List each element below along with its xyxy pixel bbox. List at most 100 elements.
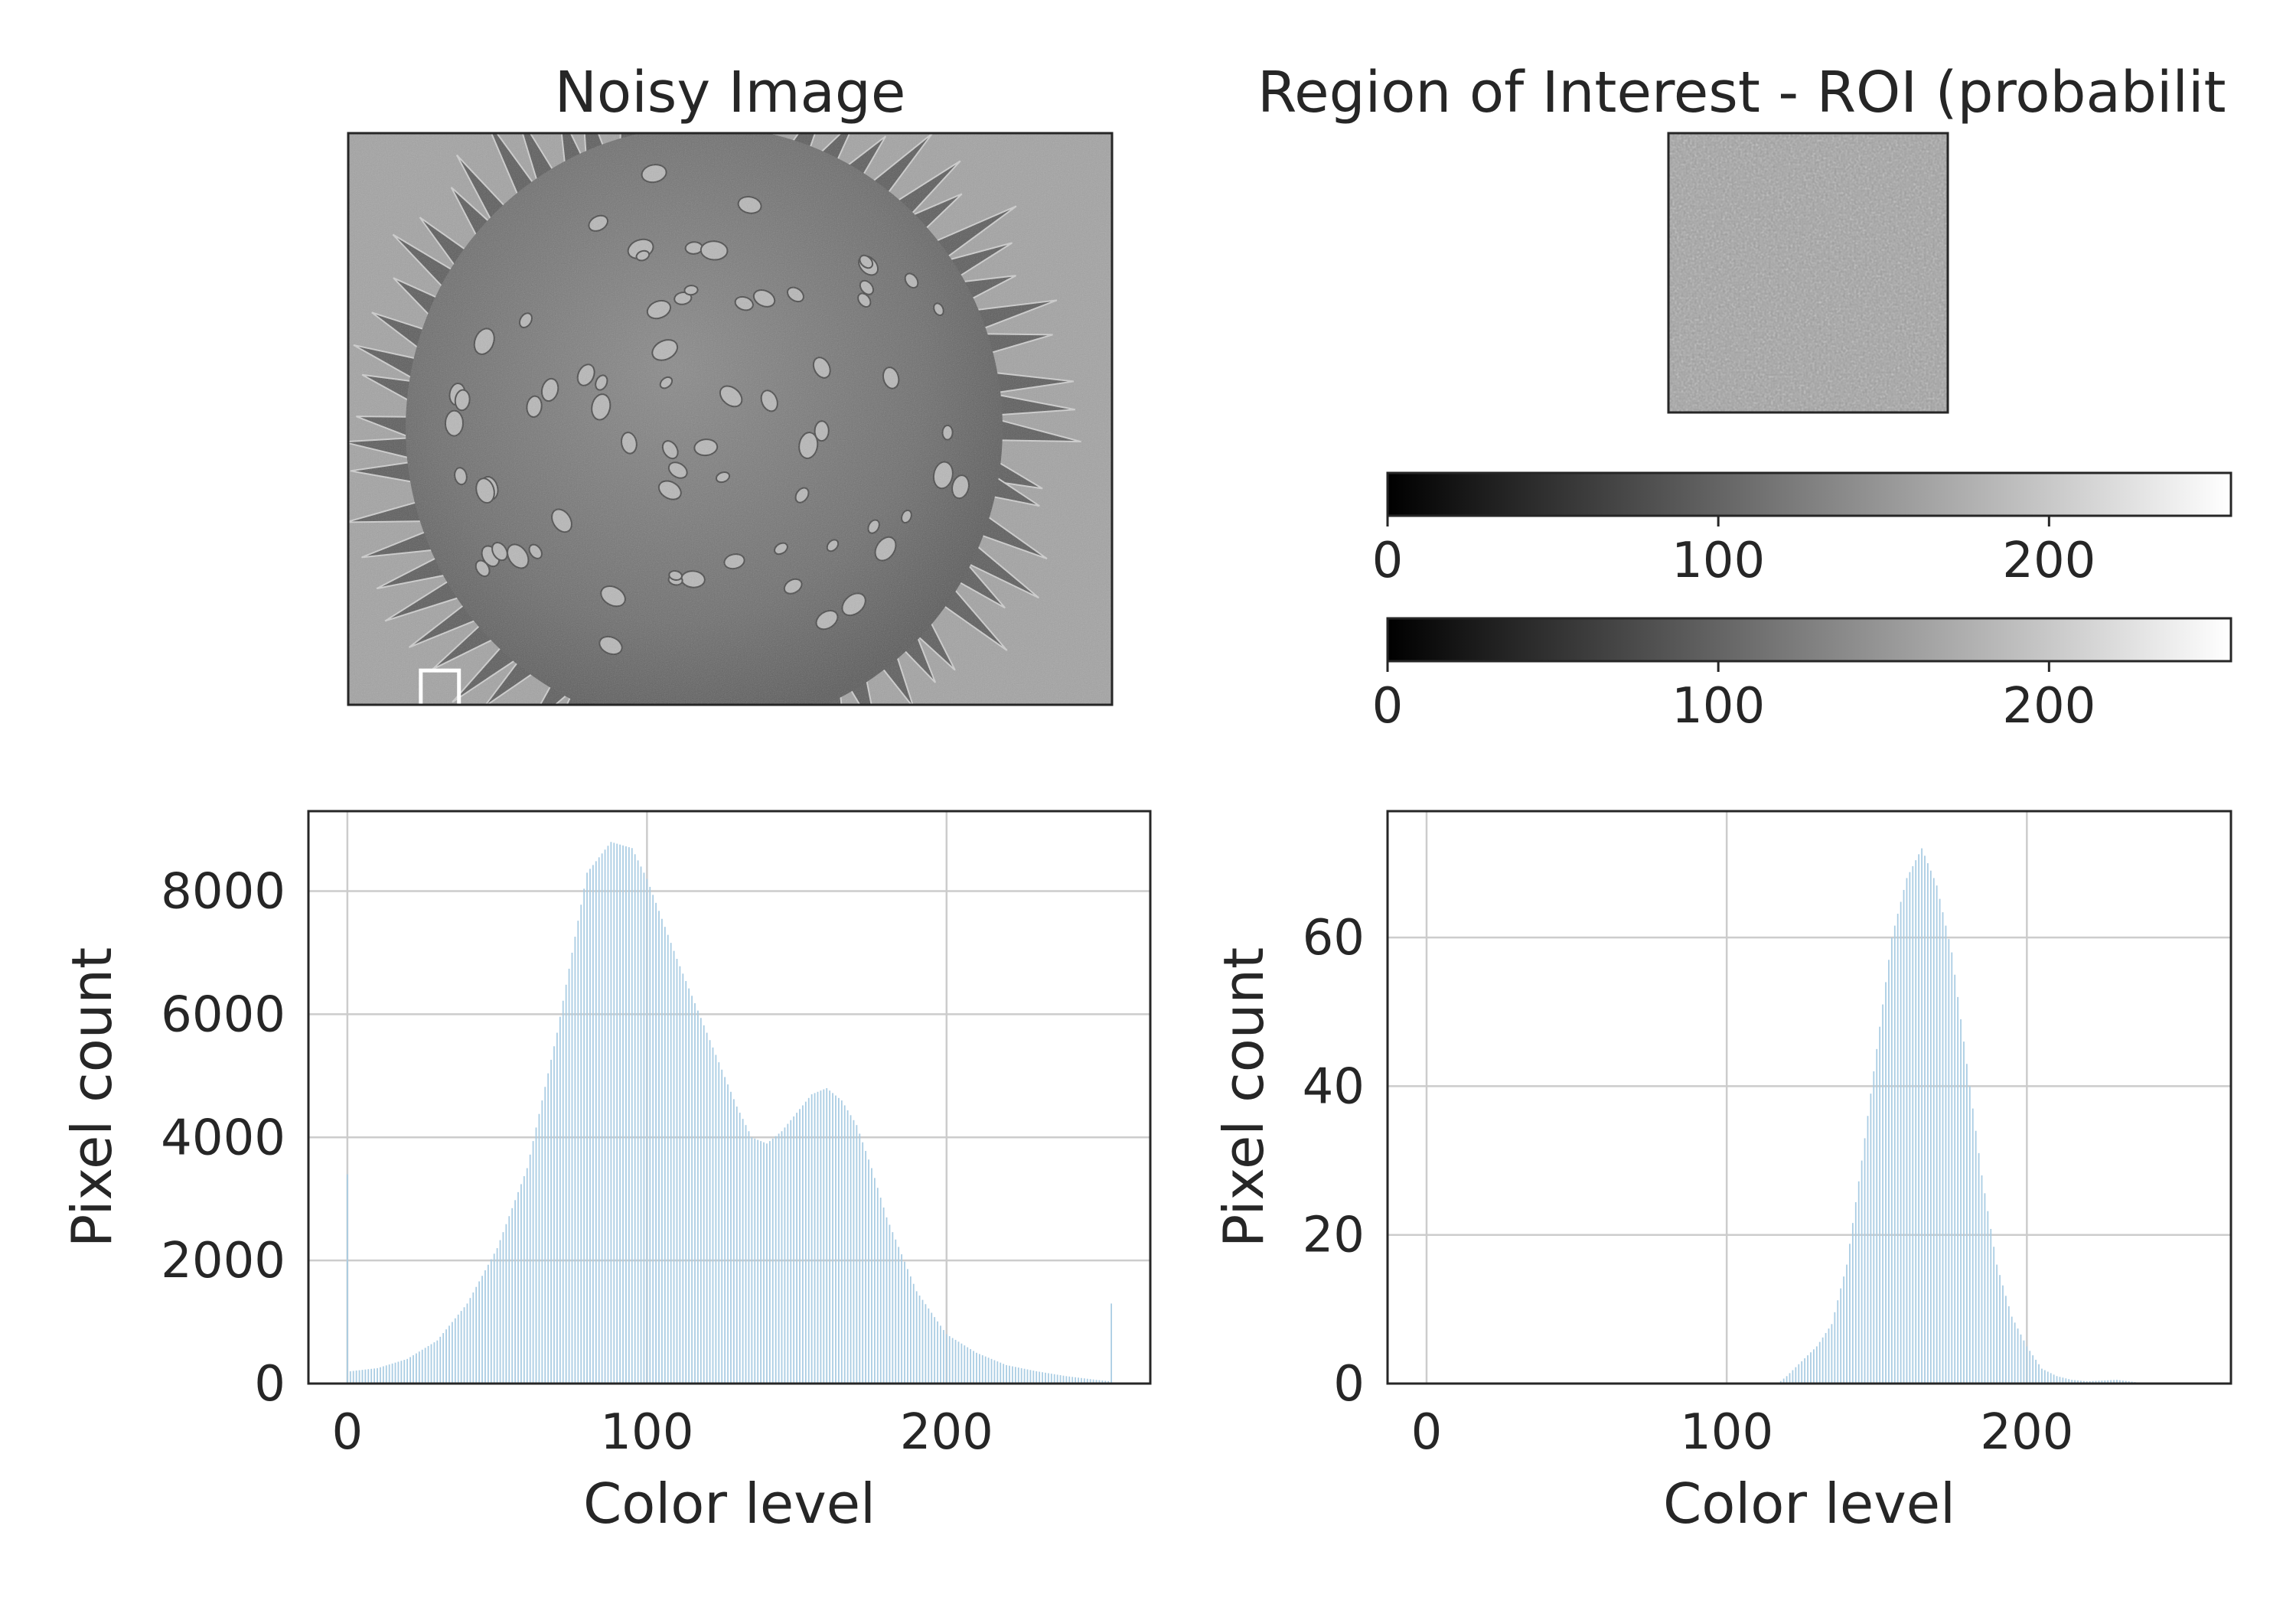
histogram-bar: [907, 1269, 908, 1384]
histogram-bar: [1045, 1372, 1046, 1384]
histogram-roi: 0 100 200 0 20 40 60 Color level Pixel count: [1212, 810, 2232, 1536]
histogram-bar: [964, 1345, 966, 1384]
histogram-bar: [1885, 982, 1887, 1384]
histogram-bar: [1840, 1288, 1842, 1384]
histogram-bar: [835, 1095, 837, 1384]
histogram-bar: [1020, 1367, 1022, 1384]
histogram-bar: [508, 1216, 510, 1384]
histogram-bar: [1888, 960, 1890, 1384]
x-tick-label: 0: [1411, 1404, 1443, 1461]
histogram-bar: [1081, 1377, 1082, 1384]
histogram-bar: [511, 1208, 514, 1384]
histogram-bar: [1870, 1094, 1872, 1384]
histogram-bar: [394, 1362, 396, 1384]
histogram-bar: [1006, 1364, 1007, 1384]
histogram-bar: [448, 1325, 450, 1384]
histogram-roi-ylabel: Pixel count: [1212, 947, 1276, 1248]
histogram-bar: [427, 1345, 429, 1384]
histogram-bar: [1857, 1181, 1860, 1384]
y-tick-label: 40: [1303, 1058, 1365, 1115]
noisy-image-picture: [348, 133, 1112, 775]
pollen-spike: [744, 716, 764, 775]
histogram-bar: [715, 1054, 717, 1384]
histogram-bar: [416, 1353, 417, 1384]
histogram-bar: [595, 861, 597, 1384]
histogram-bar: [619, 844, 621, 1384]
histogram-bar: [2122, 1380, 2124, 1384]
histogram-bar: [1906, 878, 1908, 1384]
histogram-bar: [2080, 1380, 2082, 1384]
histogram-bar: [1945, 925, 1947, 1384]
histogram-bar: [934, 1317, 936, 1384]
histogram-bar: [766, 1143, 768, 1384]
roi-title: Region of Interest - ROI (probabilit: [1257, 60, 2226, 125]
histogram-bar: [957, 1341, 960, 1384]
histogram-bar: [757, 1139, 759, 1384]
histogram-bar: [622, 845, 624, 1384]
histogram-bar: [873, 1178, 876, 1384]
histogram-bar: [918, 1295, 921, 1384]
histogram-bar: [1978, 1152, 1980, 1384]
histogram-bar: [960, 1343, 963, 1384]
histogram-bar: [2077, 1380, 2079, 1384]
histogram-bar: [2062, 1377, 2064, 1384]
histogram-bar: [2065, 1378, 2067, 1384]
y-tick-label: 20: [1303, 1208, 1365, 1264]
histogram-bar: [1900, 901, 1902, 1384]
histogram-bar: [589, 869, 591, 1384]
histogram-bar: [2098, 1380, 2100, 1384]
histogram-bar: [1987, 1211, 1989, 1384]
histogram-bar: [592, 865, 594, 1384]
histogram-bar: [1048, 1373, 1049, 1384]
histogram-bar: [796, 1113, 797, 1384]
histogram-bar: [984, 1356, 987, 1384]
histogram-bar: [925, 1304, 927, 1384]
histogram-bar: [667, 934, 669, 1384]
histogram-bar: [1098, 1380, 1101, 1384]
histogram-bar: [685, 980, 687, 1384]
x-tick-label: 100: [1680, 1404, 1773, 1461]
histogram-bar: [1789, 1373, 1791, 1384]
histogram-bar: [361, 1370, 364, 1384]
histogram-bar: [2035, 1359, 2037, 1384]
histogram-bar: [793, 1116, 795, 1384]
histogram-bar: [1993, 1247, 1995, 1384]
histogram-bar: [850, 1115, 852, 1384]
histogram-bar: [721, 1069, 723, 1384]
histogram-bar: [445, 1329, 447, 1384]
histogram-bar: [1012, 1366, 1013, 1384]
histogram-bar: [694, 1002, 696, 1384]
histogram-bar: [2004, 1296, 2007, 1384]
histogram-bar: [778, 1133, 780, 1384]
histogram-bar: [670, 943, 672, 1384]
histogram-bar: [418, 1351, 420, 1384]
histogram-bar: [1068, 1376, 1071, 1384]
histogram-bar: [727, 1084, 729, 1384]
histogram-bar: [862, 1142, 864, 1384]
histogram-bar: [1804, 1358, 1805, 1384]
histogram-bar: [1909, 872, 1911, 1384]
histogram-bar: [577, 921, 579, 1384]
histogram-bar: [562, 1000, 564, 1384]
histogram-bar: [2104, 1380, 2106, 1384]
histogram-bar: [1932, 878, 1935, 1384]
histogram-bar: [1083, 1378, 1085, 1384]
histogram-bar: [499, 1240, 501, 1384]
colorbar-1: 0 100 200: [1372, 471, 2232, 589]
histogram-bar: [646, 878, 648, 1384]
histogram-bar: [859, 1133, 861, 1384]
histogram-bar: [1042, 1372, 1043, 1384]
histogram-bar: [1828, 1328, 1830, 1384]
histogram-bar: [1867, 1116, 1869, 1384]
histogram-bar: [948, 1336, 951, 1384]
histogram-bar: [598, 857, 600, 1384]
histogram-bar: [856, 1125, 858, 1384]
histogram-bar: [1110, 1303, 1112, 1384]
histogram-bar: [364, 1369, 367, 1384]
histogram-bar: [2056, 1376, 2058, 1384]
histogram-bar: [347, 1174, 348, 1384]
histogram-bar: [1948, 939, 1950, 1384]
histogram-bar: [912, 1283, 915, 1384]
histogram-bar: [1873, 1071, 1875, 1384]
